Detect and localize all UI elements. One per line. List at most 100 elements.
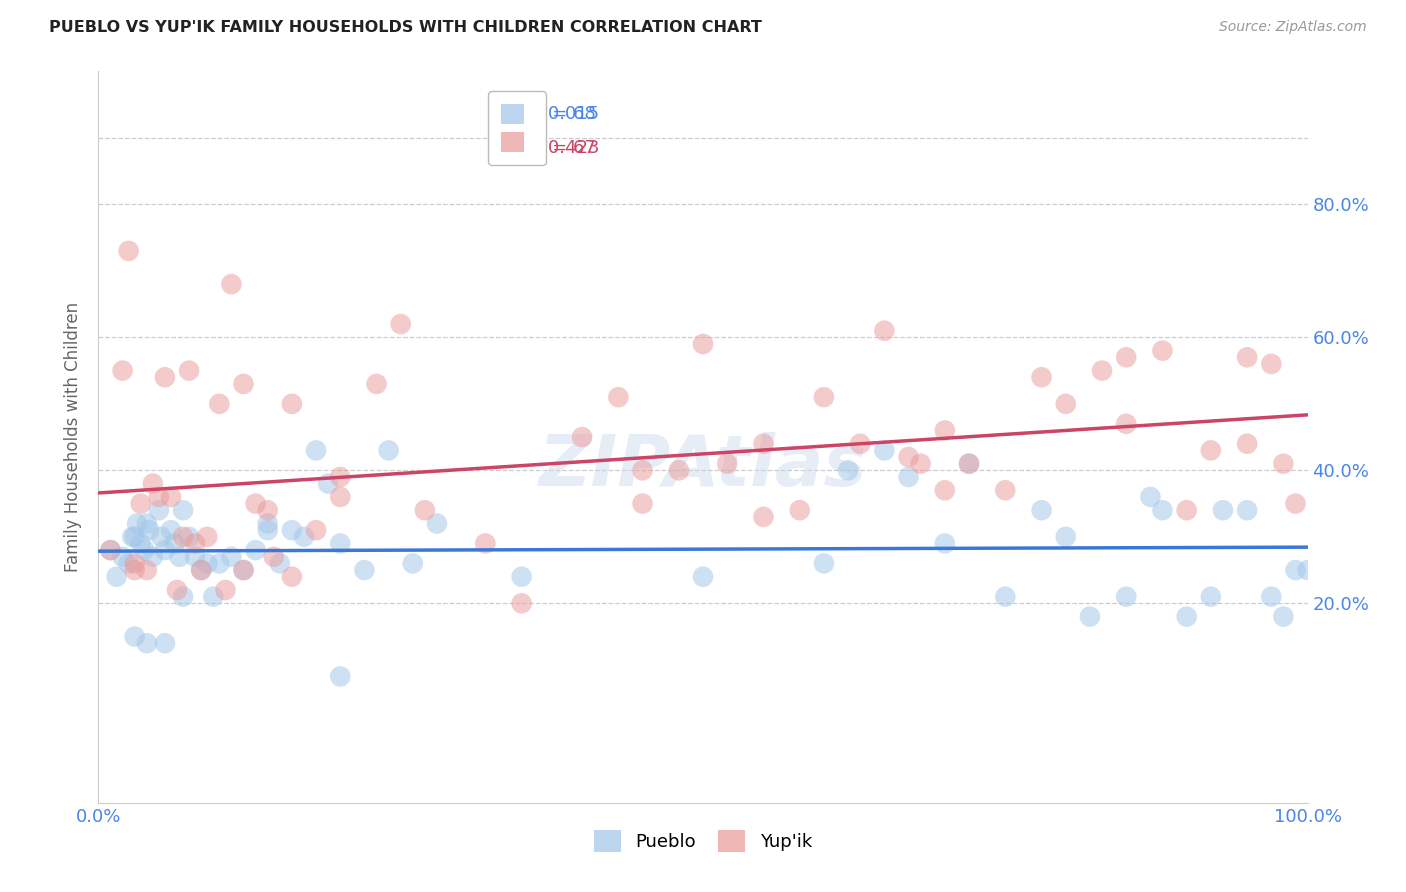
Point	[1175, 609, 1198, 624]
Point	[994, 483, 1017, 498]
Point	[111, 549, 134, 564]
Point	[179, 530, 201, 544]
Point	[1115, 590, 1137, 604]
Point	[134, 543, 156, 558]
Point	[752, 509, 775, 524]
Point	[129, 536, 152, 550]
Point	[571, 430, 593, 444]
Point	[668, 463, 690, 477]
Point	[148, 503, 170, 517]
Point	[957, 457, 980, 471]
Point	[1284, 497, 1306, 511]
Text: ZIPAtlas: ZIPAtlas	[538, 432, 868, 500]
Point	[105, 570, 128, 584]
Point	[1236, 503, 1258, 517]
Point	[1199, 443, 1222, 458]
Text: R = 0.423: R = 0.423	[509, 139, 599, 157]
Point	[631, 463, 654, 477]
Point	[1296, 563, 1319, 577]
Point	[221, 549, 243, 564]
Point	[124, 530, 146, 544]
Point	[1091, 363, 1114, 377]
Point	[957, 457, 980, 471]
Point	[269, 557, 291, 571]
Point	[184, 549, 207, 564]
Point	[160, 523, 183, 537]
Point	[474, 536, 496, 550]
Point	[631, 497, 654, 511]
Point	[849, 436, 872, 450]
Point	[208, 557, 231, 571]
Point	[153, 636, 176, 650]
Point	[195, 530, 218, 544]
Point	[118, 557, 141, 571]
Point	[316, 476, 339, 491]
Point	[1212, 503, 1234, 517]
Point	[129, 497, 152, 511]
Point	[121, 530, 143, 544]
Point	[1284, 563, 1306, 577]
Point	[994, 590, 1017, 604]
Point	[281, 570, 304, 584]
Point	[153, 370, 176, 384]
Point	[1199, 590, 1222, 604]
Point	[897, 450, 920, 464]
Point	[172, 503, 194, 517]
Point	[873, 443, 896, 458]
Point	[190, 563, 212, 577]
Point	[366, 376, 388, 391]
Point	[148, 490, 170, 504]
Point	[1236, 351, 1258, 365]
Point	[292, 530, 315, 544]
Point	[124, 557, 146, 571]
Point	[837, 463, 859, 477]
Point	[934, 424, 956, 438]
Point	[160, 490, 183, 504]
Point	[1031, 503, 1053, 517]
Point	[305, 523, 328, 537]
Point	[1260, 357, 1282, 371]
Point	[135, 516, 157, 531]
Point	[135, 636, 157, 650]
Point	[353, 563, 375, 577]
Point	[1272, 609, 1295, 624]
Point	[172, 590, 194, 604]
Point	[100, 543, 122, 558]
Point	[789, 503, 811, 517]
Point	[281, 523, 304, 537]
Point	[426, 516, 449, 531]
Point	[607, 390, 630, 404]
Point	[118, 244, 141, 258]
Point	[172, 530, 194, 544]
Point	[1152, 503, 1174, 517]
Point	[1272, 457, 1295, 471]
Point	[163, 536, 186, 550]
Point	[221, 277, 243, 292]
Point	[389, 317, 412, 331]
Point	[245, 543, 267, 558]
Point	[692, 570, 714, 584]
Point	[142, 476, 165, 491]
Point	[934, 536, 956, 550]
Point	[166, 582, 188, 597]
Point	[232, 563, 254, 577]
Text: N = 68: N = 68	[533, 104, 596, 123]
Point	[1078, 609, 1101, 624]
Point	[402, 557, 425, 571]
Point	[232, 376, 254, 391]
Point	[1115, 417, 1137, 431]
Point	[1031, 370, 1053, 384]
Point	[1115, 351, 1137, 365]
Point	[232, 563, 254, 577]
Point	[897, 470, 920, 484]
Point	[124, 563, 146, 577]
Text: R = 0.015: R = 0.015	[509, 104, 599, 123]
Point	[127, 516, 149, 531]
Point	[100, 543, 122, 558]
Point	[329, 536, 352, 550]
Point	[1152, 343, 1174, 358]
Text: Source: ZipAtlas.com: Source: ZipAtlas.com	[1219, 20, 1367, 34]
Point	[752, 436, 775, 450]
Point	[1054, 397, 1077, 411]
Point	[873, 324, 896, 338]
